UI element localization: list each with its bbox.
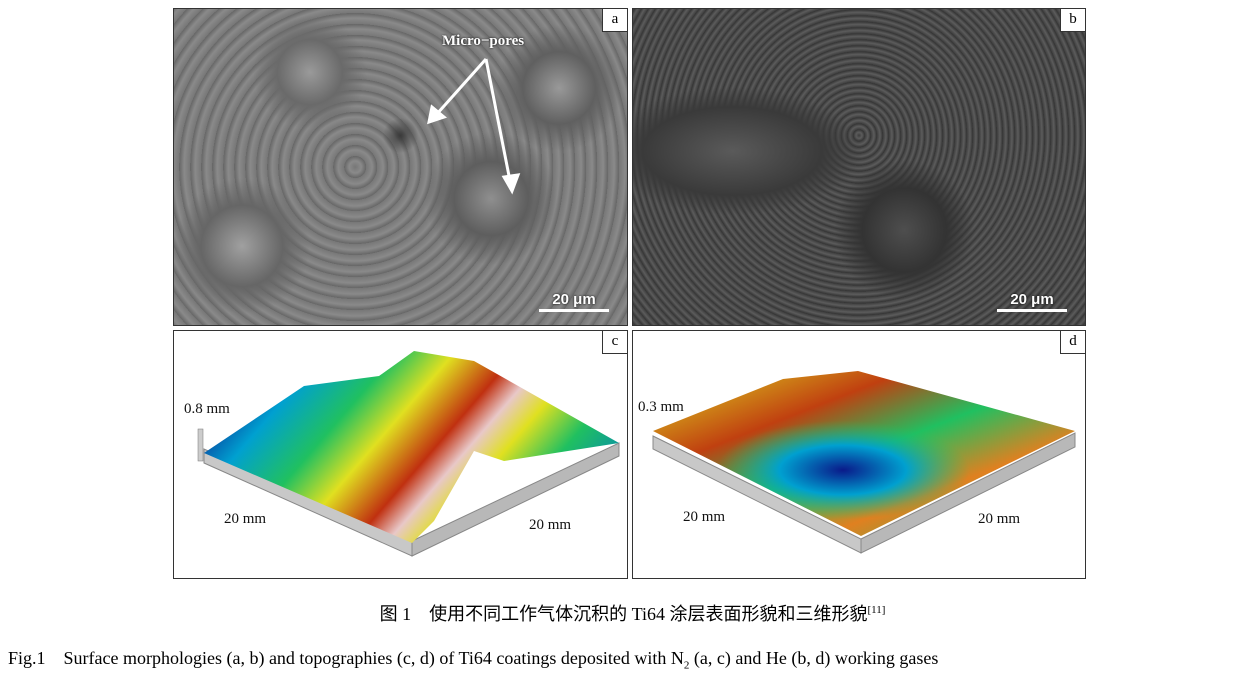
arrow-icons bbox=[427, 58, 521, 195]
caption-reference: [11] bbox=[867, 604, 886, 616]
scale-bar: 20 μm bbox=[539, 291, 609, 312]
micro-pores-annotation: Micro−pores bbox=[442, 33, 525, 49]
figure-caption-english: Fig.1 Surface morphologies (a, b) and to… bbox=[8, 644, 938, 672]
panel-tag: a bbox=[602, 9, 627, 32]
z-axis-label: 0.3 mm bbox=[638, 399, 684, 415]
caption-cn-text: 图 1 使用不同工作气体沉积的 Ti64 涂层表面形貌和三维形貌 bbox=[379, 604, 868, 624]
y-axis-label: 20 mm bbox=[978, 511, 1021, 527]
figure-caption-chinese: 图 1 使用不同工作气体沉积的 Ti64 涂层表面形貌和三维形貌[11] bbox=[0, 600, 1255, 626]
x-axis-label: 20 mm bbox=[683, 509, 726, 525]
x-axis-label: 20 mm bbox=[224, 511, 267, 527]
panel-b-sem-image: b 20 μm bbox=[632, 8, 1086, 326]
panel-tag: d bbox=[1060, 331, 1085, 354]
panel-a-sem-image: a Micro−pores 20 μm bbox=[173, 8, 628, 326]
y-axis-label: 20 mm bbox=[529, 517, 572, 533]
panel-tag: b bbox=[1060, 9, 1085, 32]
scale-bar-label: 20 μm bbox=[552, 291, 596, 308]
scale-bar: 20 μm bbox=[997, 291, 1067, 312]
caption-en-text: Fig.1 Surface morphologies (a, b) and to… bbox=[8, 648, 684, 668]
z-axis-label: 0.8 mm bbox=[184, 401, 230, 417]
caption-en-text-end: (a, c) and He (b, d) working gases bbox=[689, 648, 939, 668]
panel-tag: c bbox=[602, 331, 627, 354]
panel-c-topography: c 0.8 mm 20 mm 20 mm bbox=[173, 330, 628, 579]
topography-3d-map bbox=[197, 351, 620, 557]
caption-subscript: 2 bbox=[683, 659, 690, 672]
topography-3d-map bbox=[652, 371, 1076, 554]
scale-bar-label: 20 μm bbox=[1010, 291, 1054, 308]
panel-d-topography: d 0.3 mm 20 mm 20 mm bbox=[632, 330, 1086, 579]
